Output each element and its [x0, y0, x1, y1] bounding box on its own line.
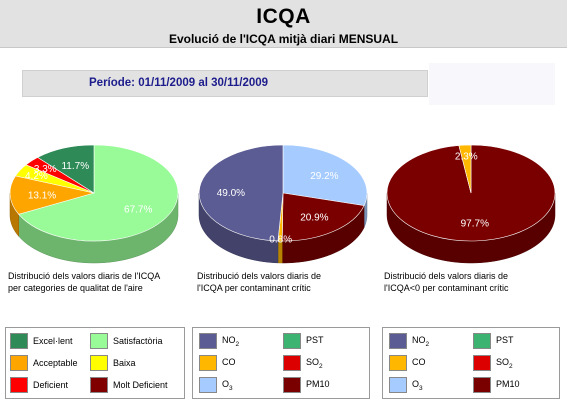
- legend-item: PM10: [283, 377, 330, 393]
- pie-chart-negative-critical-pollutant: 97.7% 2.3%: [386, 144, 556, 264]
- legend-label: PST: [306, 334, 324, 345]
- pie-data-label: 4.2%: [25, 171, 48, 182]
- legend-item: NO2: [199, 333, 239, 349]
- period-box: Període: 01/11/2009 al 30/11/2009: [22, 70, 428, 97]
- caption-line: per categories de qualitat de l'aire: [8, 283, 143, 293]
- pie-data-label: 49.0%: [217, 188, 245, 199]
- pie-slice-satisfact-ria: [18, 144, 179, 242]
- legend-swatch: [199, 333, 217, 349]
- legend-item: PM10: [473, 377, 520, 393]
- legend-label: PM10: [496, 378, 520, 389]
- legend-swatch: [473, 377, 491, 393]
- page-subtitle: Evolució de l'ICQA mitjà diari MENSUAL: [168, 32, 399, 46]
- pie-data-label: 11.7%: [61, 161, 89, 172]
- legend-label: CO: [222, 356, 236, 367]
- pie-data-label: 97.7%: [461, 219, 489, 230]
- pie-chart-critical-pollutant: 29.2% 20.9% 0.8% 49.0%: [198, 144, 368, 264]
- pie-slice-pm10: [281, 192, 365, 242]
- legend-label: PM10: [306, 378, 330, 389]
- legend-label: PST: [496, 334, 514, 345]
- pie-slice-excel-lent: [37, 144, 95, 194]
- legend-item: Acceptable: [10, 355, 78, 371]
- pie-data-label: 20.9%: [300, 213, 328, 224]
- pie-chart-categories: 67.7% 13.1% 4.2%3.3% 11.7%: [9, 144, 179, 264]
- pie-slice-no2: [198, 144, 284, 242]
- period-side-panel: [429, 63, 555, 105]
- legend-swatch: [389, 377, 407, 393]
- legend-swatch: [10, 355, 28, 371]
- legend-swatch: [283, 355, 301, 371]
- legend-pollutants-negative: NO2 PST CO SO2 O3 PM10: [382, 327, 560, 399]
- legend-label: Satisfactòria: [113, 336, 163, 346]
- legend-swatch: [199, 377, 217, 393]
- legend-item: SO2: [473, 355, 513, 371]
- legend-label: NO2: [222, 334, 240, 348]
- legend-item: NO2: [389, 333, 429, 349]
- legend-label: SO2: [496, 356, 513, 370]
- caption-categories: Distribució dels valors diaris de l'ICQA…: [8, 270, 188, 294]
- pie-data-label: 2.3%: [455, 152, 478, 163]
- legend-item: O3: [199, 377, 233, 393]
- legend-item: Baixa: [90, 355, 136, 371]
- legend-label: O3: [222, 378, 233, 392]
- legend-label: Molt Deficient: [113, 380, 168, 390]
- page-title: ICQA: [256, 5, 311, 28]
- period-label: Període: 01/11/2009 al 30/11/2009: [89, 77, 269, 89]
- pie-data-label: 67.7%: [124, 205, 152, 216]
- caption-critical-pollutant: Distribució dels valors diaris de l'ICQA…: [197, 270, 377, 294]
- legend-swatch: [10, 377, 28, 393]
- legend-item: SO2: [283, 355, 323, 371]
- legend-item: Molt Deficient: [90, 377, 168, 393]
- legend-swatch: [90, 377, 108, 393]
- caption-line: Distribució dels valors diaris de: [197, 271, 322, 281]
- legend-item: O3: [389, 377, 423, 393]
- legend-pollutants: NO2 PST CO SO2 O3 PM10: [192, 327, 370, 399]
- legend-swatch: [473, 355, 491, 371]
- page-header: ICQA Evolució de l'ICQA mitjà diari MENS…: [0, 0, 567, 48]
- legend-item: Deficient: [10, 377, 68, 393]
- legend-label: SO2: [306, 356, 323, 370]
- pie-slice-o3: [282, 144, 368, 206]
- legend-item: CO: [199, 355, 236, 371]
- legend-swatch: [473, 333, 491, 349]
- pie-slice-acceptable: [9, 175, 95, 215]
- caption-line: l'ICQA<0 per contaminant crític: [384, 283, 509, 293]
- legend-item: PST: [473, 333, 514, 349]
- legend-swatch: [389, 355, 407, 371]
- legend-swatch: [283, 377, 301, 393]
- caption-line: Distribució dels valors diaris de l'ICQA: [8, 271, 161, 281]
- pie-data-label: 13.1%: [28, 190, 56, 201]
- legend-swatch: [283, 333, 301, 349]
- legend-item: PST: [283, 333, 324, 349]
- caption-negative-critical-pollutant: Distribució dels valors diaris de l'ICQA…: [384, 270, 564, 294]
- legend-item: CO: [389, 355, 426, 371]
- legend-label: Excel·lent: [33, 336, 73, 346]
- legend-categories: Excel·lent Satisfactòria Acceptable Baix…: [5, 327, 185, 399]
- legend-label: O3: [412, 378, 423, 392]
- legend-swatch: [389, 333, 407, 349]
- legend-swatch: [10, 333, 28, 349]
- legend-item: Excel·lent: [10, 333, 73, 349]
- caption-line: Distribució dels valors diaris de: [384, 271, 509, 281]
- legend-label: CO: [412, 356, 426, 367]
- legend-label: Acceptable: [33, 358, 78, 368]
- caption-line: l'ICQA per contaminant crític: [197, 283, 311, 293]
- legend-label: Deficient: [33, 380, 69, 390]
- legend-swatch: [90, 355, 108, 371]
- legend-swatch: [199, 355, 217, 371]
- legend-item: Satisfactòria: [90, 333, 163, 349]
- legend-swatch: [90, 333, 108, 349]
- pie-data-label: 3.3%: [34, 164, 57, 175]
- pie-slice-co: [458, 144, 472, 194]
- legend-label: Baixa: [113, 358, 136, 368]
- pie-data-label: 29.2%: [310, 171, 338, 182]
- legend-label: NO2: [412, 334, 430, 348]
- pie-data-label: 0.8%: [269, 234, 292, 245]
